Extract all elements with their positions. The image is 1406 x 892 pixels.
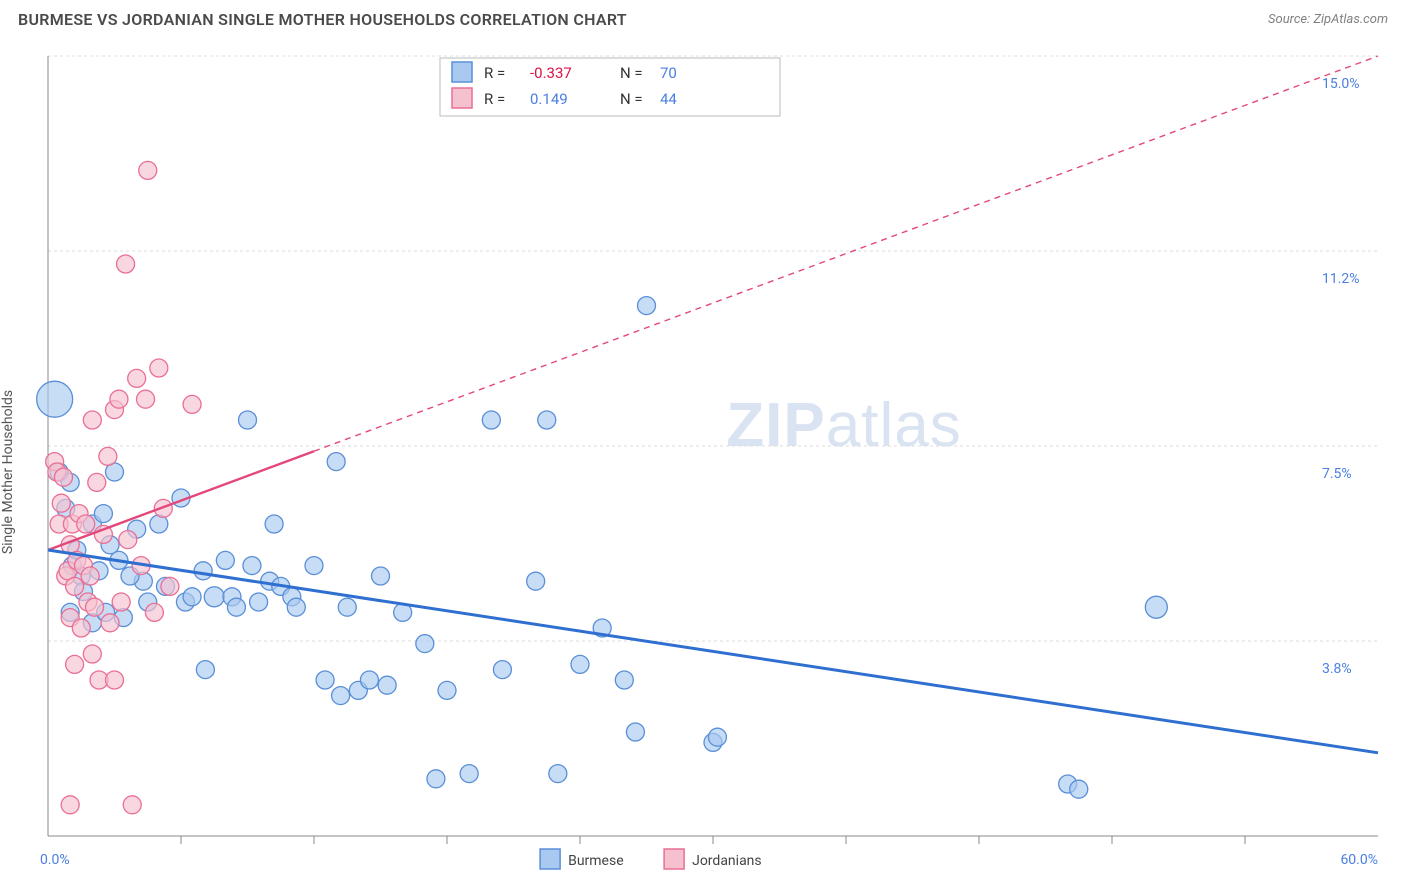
data-point[interactable] [117,255,135,273]
data-point[interactable] [243,557,261,575]
y-tick-label: 15.0% [1322,76,1360,92]
data-point[interactable] [83,411,101,429]
data-point[interactable] [150,359,168,377]
legend-n-label: N = [620,90,643,108]
data-point[interactable] [416,635,434,653]
legend-swatch [452,62,472,82]
legend-swatch-bottom [540,849,560,869]
x-max-label: 60.0% [1340,852,1378,868]
data-point[interactable] [88,473,106,491]
legend-n-label: N = [620,64,643,82]
data-point[interactable] [360,671,378,689]
data-point[interactable] [61,796,79,814]
data-point[interactable] [137,390,155,408]
data-point[interactable] [482,411,500,429]
data-point[interactable] [571,655,589,673]
data-point[interactable] [372,567,390,585]
data-point[interactable] [52,494,70,512]
data-point[interactable] [194,562,212,580]
legend-n-value: 44 [660,90,677,108]
y-axis-label: Single Mother Households [0,390,16,554]
data-point[interactable] [112,593,130,611]
chart-area: Single Mother Households ZIPatlas 3.8% 7.5… [0,36,1406,892]
y-tick-label: 7.5% [1322,466,1352,482]
data-point[interactable] [460,765,478,783]
data-point[interactable] [708,728,726,746]
data-point[interactable] [106,671,124,689]
data-point[interactable] [183,395,201,413]
data-point[interactable] [66,655,84,673]
data-point[interactable] [66,577,84,595]
legend-swatch-bottom [664,849,684,869]
chart-header: BURMESE VS JORDANIAN SINGLE MOTHER HOUSE… [0,0,1406,37]
data-point[interactable] [493,661,511,679]
data-point[interactable] [37,381,73,417]
data-point[interactable] [626,723,644,741]
data-point[interactable] [77,515,95,533]
data-point[interactable] [427,770,445,788]
data-point[interactable] [128,369,146,387]
trend-line-burmese [48,550,1378,753]
data-point[interactable] [438,681,456,699]
data-point[interactable] [1070,780,1088,798]
data-point[interactable] [378,676,396,694]
data-point[interactable] [338,598,356,616]
data-point[interactable] [183,588,201,606]
data-point[interactable] [86,598,104,616]
data-point[interactable] [265,515,283,533]
watermark: ZIPatlas [726,391,961,460]
data-point[interactable] [538,411,556,429]
y-tick-label: 11.2% [1322,271,1360,287]
data-point[interactable] [72,619,90,637]
legend-swatch [452,88,472,108]
data-point[interactable] [527,572,545,590]
data-point[interactable] [250,593,268,611]
legend-r-label: R = [484,64,505,82]
data-point[interactable] [101,614,119,632]
data-point[interactable] [119,531,137,549]
data-point[interactable] [638,297,656,315]
data-point[interactable] [55,468,73,486]
trend-line-jordanians [48,451,314,550]
data-point[interactable] [94,505,112,523]
data-point[interactable] [227,598,245,616]
data-point[interactable] [145,603,163,621]
data-point[interactable] [332,687,350,705]
data-point[interactable] [305,557,323,575]
data-point[interactable] [1145,596,1167,618]
data-point[interactable] [204,587,224,607]
data-point[interactable] [99,447,117,465]
data-point[interactable] [139,161,157,179]
data-point[interactable] [287,598,305,616]
data-point[interactable] [239,411,257,429]
x-min-label: 0.0% [40,852,70,868]
y-tick-label: 3.8% [1322,661,1352,677]
legend-r-value: -0.337 [530,64,572,82]
data-point[interactable] [110,390,128,408]
legend-r-value: 0.149 [530,90,568,108]
source-link[interactable]: ZipAtlas.com [1313,12,1388,27]
data-point[interactable] [615,671,633,689]
data-point[interactable] [216,551,234,569]
legend-series-label: Jordanians [692,853,762,869]
scatter-chart: ZIPatlas 3.8% 7.5% 11.2% 15.0% 0.0% 60.0% R = -0… [0,36,1406,892]
source-prefix: Source: [1268,12,1313,27]
data-point[interactable] [316,671,334,689]
chart-title: BURMESE VS JORDANIAN SINGLE MOTHER HOUSE… [18,10,627,29]
data-point[interactable] [123,796,141,814]
legend-n-value: 70 [660,64,677,82]
legend-r-label: R = [484,90,505,108]
data-point[interactable] [327,453,345,471]
data-point[interactable] [161,577,179,595]
data-point[interactable] [83,645,101,663]
source-attribution: Source: ZipAtlas.com [1268,12,1388,27]
data-point[interactable] [81,567,99,585]
legend-series-label: Burmese [568,853,624,869]
data-point[interactable] [196,661,214,679]
data-point[interactable] [549,765,567,783]
